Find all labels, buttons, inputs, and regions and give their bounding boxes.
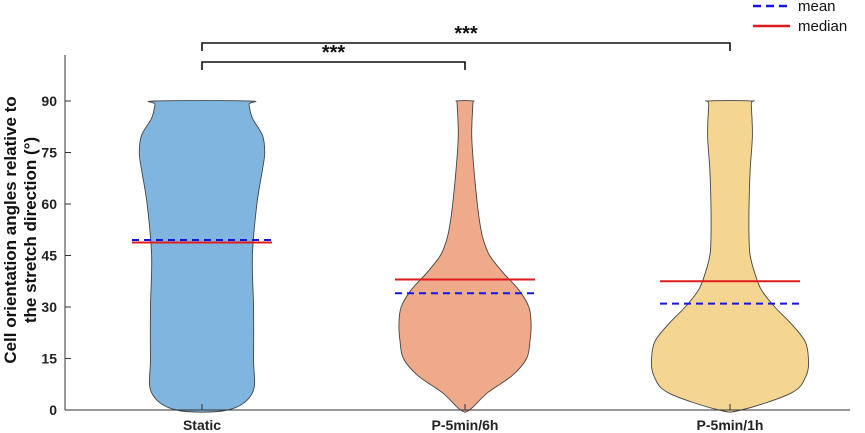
y-tick-label: 75 (41, 145, 57, 161)
significance-label: *** (322, 42, 346, 64)
violin-p-5min-1h (651, 100, 809, 413)
axes-layer: 0 15 30 45 60 75 90 Static P-5min/6h P-5min/1h (41, 55, 850, 433)
y-tick-label: 60 (41, 196, 57, 212)
x-tick-label: P-5min/6h (432, 417, 499, 433)
y-axis-title-line1: Cell orientation angles relative to (1, 96, 20, 363)
y-axis-title: Cell orientation angles relative to the … (1, 96, 40, 363)
x-tick-label: P-5min/1h (697, 417, 764, 433)
y-tick-label: 30 (41, 299, 57, 315)
violins-layer (138, 100, 809, 413)
significance-bracket (201, 42, 731, 51)
significance-layer: *** *** (201, 23, 731, 70)
legend-mean-label: mean (798, 0, 836, 15)
x-tick-label: Static (183, 417, 221, 433)
stat-lines-layer (132, 239, 800, 305)
y-axis-title-line2: the stretch direction (°) (21, 137, 40, 323)
legend: mean median (753, 0, 847, 35)
significance-label: *** (454, 23, 478, 45)
y-tick-label: 45 (41, 248, 57, 264)
violin-static (138, 100, 266, 413)
y-tick-label: 15 (41, 351, 57, 367)
violin-p-5min-6h (398, 100, 532, 413)
legend-median-label: median (798, 18, 847, 35)
y-tick-label: 90 (41, 93, 57, 109)
significance-bracket (201, 61, 466, 70)
y-tick-label: 0 (49, 402, 57, 418)
